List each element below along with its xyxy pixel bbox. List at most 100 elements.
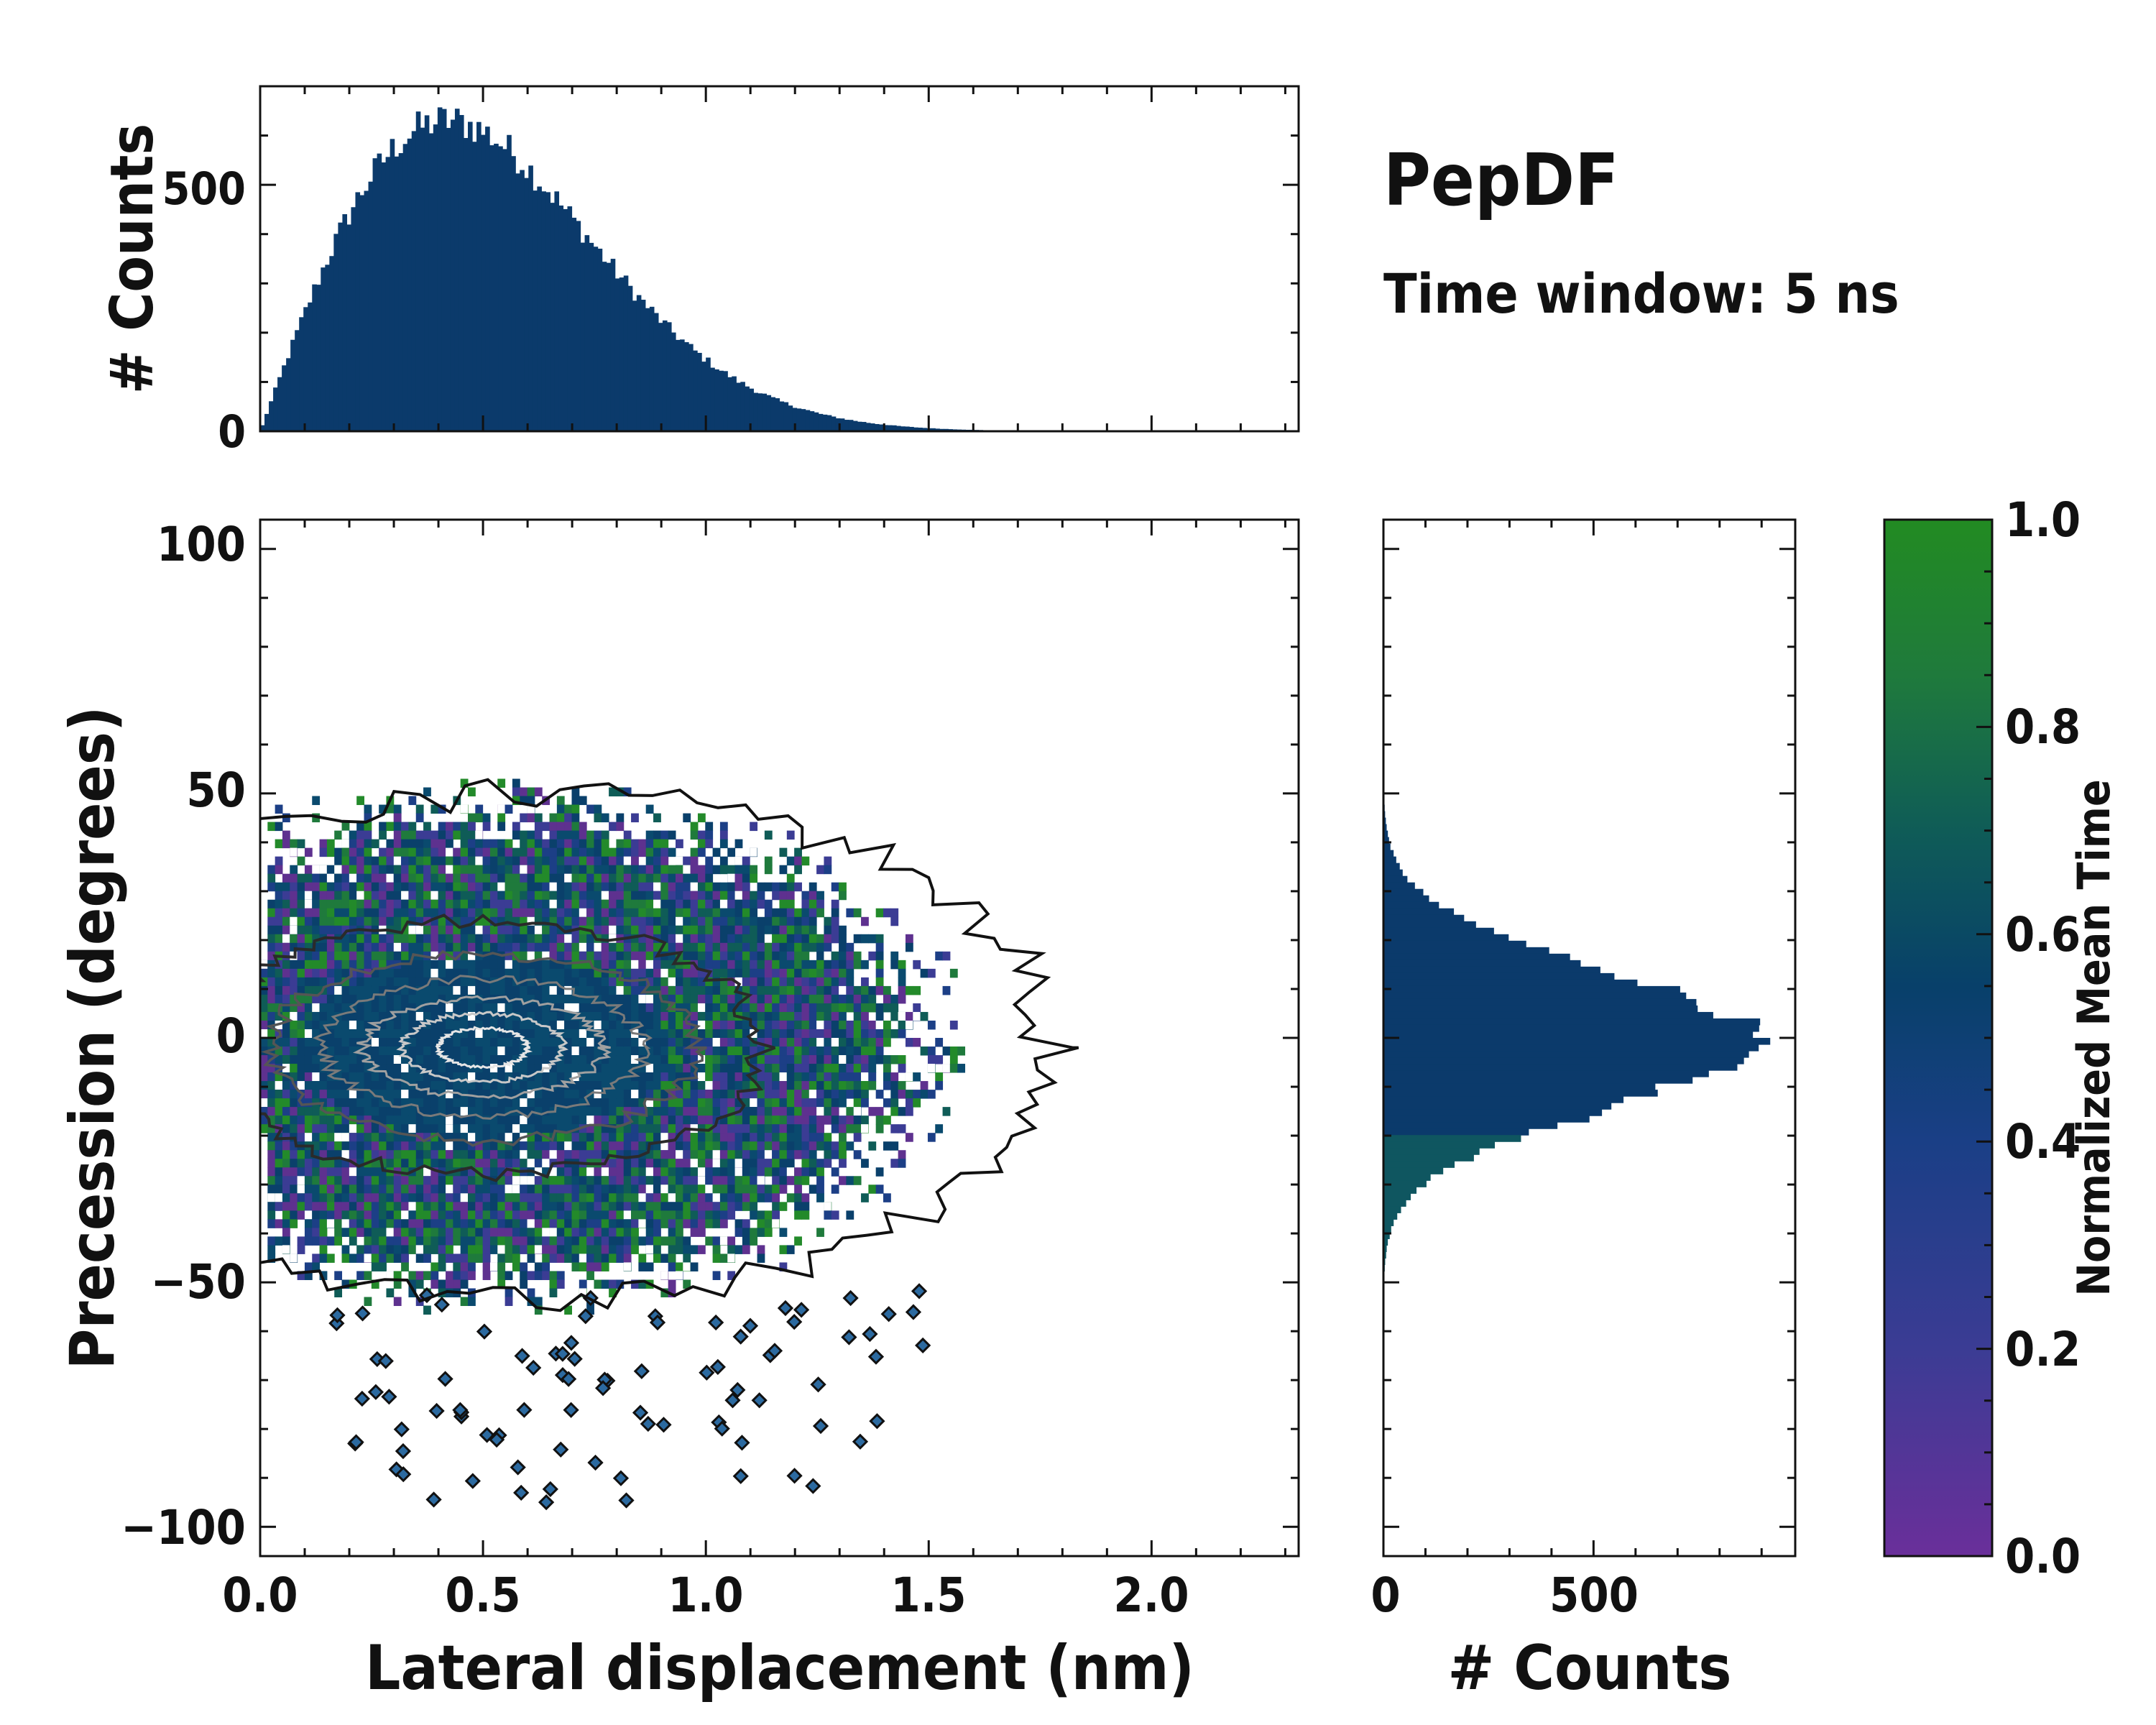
density-cell — [690, 891, 699, 901]
density-cell — [349, 1064, 357, 1073]
density-cell — [935, 1124, 944, 1133]
right-xtick-label-500: 500 — [1549, 1568, 1639, 1623]
density-cell — [534, 1236, 543, 1246]
density-cell — [386, 1081, 395, 1090]
density-cell — [645, 942, 654, 952]
density-cell — [312, 968, 321, 978]
density-cell — [905, 1011, 913, 1021]
density-cell — [393, 951, 402, 961]
density-cell — [267, 1098, 276, 1108]
density-cell — [334, 1271, 343, 1280]
density-cell — [676, 1219, 683, 1228]
density-cell — [719, 865, 728, 875]
density-cell — [571, 856, 580, 866]
density-cell — [831, 1116, 839, 1125]
density-cell — [750, 873, 758, 883]
density-cell — [453, 865, 461, 875]
density-gap — [542, 951, 550, 960]
density-cell — [712, 1046, 721, 1056]
top-histogram-bar — [878, 424, 884, 431]
density-gap — [282, 1064, 290, 1073]
density-cell — [312, 1046, 321, 1056]
density-cell — [757, 1038, 765, 1047]
density-cell — [408, 1219, 417, 1228]
density-cell — [297, 839, 305, 849]
top-histogram-bar — [653, 313, 659, 431]
density-cell — [527, 830, 535, 840]
density-cell — [319, 891, 328, 901]
density-cell — [312, 994, 321, 1004]
density-cell — [734, 1029, 743, 1039]
density-cell — [839, 1116, 847, 1125]
density-cell — [312, 1219, 321, 1228]
density-cell — [297, 1029, 305, 1039]
density-cell — [460, 1150, 469, 1159]
density-cell — [764, 1107, 773, 1116]
density-cell — [489, 1228, 498, 1237]
density-cell — [423, 1124, 431, 1133]
density-cell — [282, 873, 290, 883]
density-cell — [586, 847, 594, 857]
density-cell — [267, 1064, 276, 1073]
density-cell — [757, 1133, 765, 1142]
density-cell — [808, 968, 817, 978]
density-cell — [676, 899, 683, 909]
density-gap — [579, 908, 587, 917]
density-cell — [794, 1167, 802, 1177]
density-cell — [579, 882, 587, 892]
density-cell — [794, 1193, 802, 1202]
density-cell — [386, 1288, 395, 1297]
density-cell — [794, 847, 802, 857]
density-cell — [460, 1297, 469, 1307]
density-cell — [430, 847, 439, 857]
density-cell — [423, 1184, 431, 1194]
density-cell — [482, 908, 491, 918]
density-cell — [690, 916, 699, 926]
density-cell — [861, 1159, 869, 1168]
density-cell — [772, 882, 780, 892]
density-cell — [364, 934, 372, 944]
density-cell — [438, 1055, 446, 1064]
density-cell — [890, 1107, 899, 1116]
density-cell — [364, 1081, 372, 1090]
density-cell — [853, 908, 862, 918]
density-cell — [438, 1193, 446, 1202]
density-cell — [898, 1124, 906, 1133]
density-cell — [446, 1020, 453, 1030]
density-cell — [616, 1116, 625, 1125]
density-cell — [520, 1228, 528, 1237]
density-cell — [334, 1124, 343, 1133]
density-cell — [638, 1159, 647, 1168]
density-cell — [430, 1262, 439, 1271]
density-cell — [334, 951, 343, 961]
density-cell — [326, 942, 335, 952]
density-cell — [764, 908, 773, 918]
density-cell — [371, 1090, 379, 1099]
density-cell — [423, 1020, 431, 1030]
density-cell — [415, 1081, 424, 1090]
density-cell — [594, 960, 602, 970]
density-cell — [260, 1011, 268, 1021]
density-cell — [727, 908, 736, 918]
density-cell — [356, 977, 364, 987]
density-cell — [527, 873, 535, 883]
density-cell — [341, 942, 350, 952]
density-cell — [660, 847, 669, 857]
density-cell — [839, 1038, 847, 1047]
density-cell — [260, 1072, 268, 1082]
density-cell — [772, 985, 780, 995]
density-cell — [609, 787, 617, 797]
density-cell — [676, 1141, 683, 1151]
density-cell — [875, 1107, 884, 1116]
density-cell — [482, 839, 491, 849]
right-histogram-bar — [1383, 1031, 1754, 1039]
density-cell — [438, 908, 446, 918]
density-cell — [705, 830, 714, 840]
density-gap — [319, 865, 327, 874]
density-cell — [727, 1150, 736, 1159]
top-histogram-bar — [684, 342, 689, 431]
density-cell — [586, 968, 594, 978]
density-cell — [334, 847, 343, 857]
density-cell — [853, 1055, 862, 1064]
density-cell — [549, 891, 558, 901]
